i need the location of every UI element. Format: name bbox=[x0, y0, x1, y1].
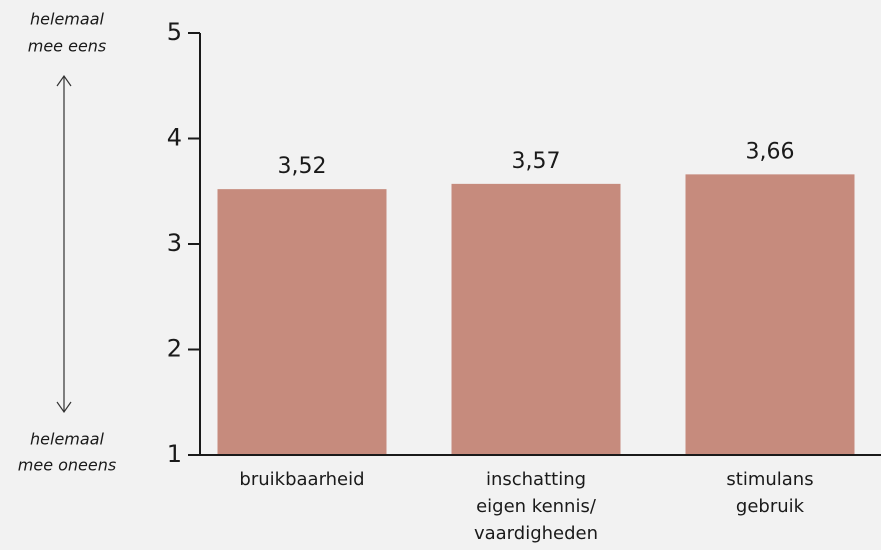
x-tick-label: gebruik bbox=[736, 496, 805, 517]
value-label: 3,52 bbox=[278, 154, 327, 179]
y-tick-label: 4 bbox=[167, 124, 182, 152]
annotation: mee eens bbox=[28, 37, 107, 56]
annotation: helemaal bbox=[30, 430, 104, 449]
bar bbox=[217, 189, 387, 455]
x-tick-label: stimulans bbox=[726, 469, 813, 490]
y-tick-label: 5 bbox=[167, 18, 182, 46]
value-label: 3,57 bbox=[512, 149, 561, 174]
y-tick-label: 2 bbox=[167, 335, 182, 363]
value-label: 3,66 bbox=[746, 139, 795, 164]
y-tick-label: 3 bbox=[167, 229, 182, 257]
x-tick-label: vaardigheden bbox=[474, 523, 598, 544]
y-tick-label: 1 bbox=[167, 440, 182, 468]
bar bbox=[685, 174, 855, 455]
arrow bbox=[56, 74, 72, 414]
x-tick-label: bruikbaarheid bbox=[239, 469, 364, 490]
bar bbox=[451, 183, 621, 456]
annotation: helemaal bbox=[30, 10, 104, 29]
x-tick-label: eigen kennis/ bbox=[476, 496, 597, 517]
annotation: mee oneens bbox=[18, 456, 116, 475]
x-tick-label: inschatting bbox=[486, 469, 586, 490]
